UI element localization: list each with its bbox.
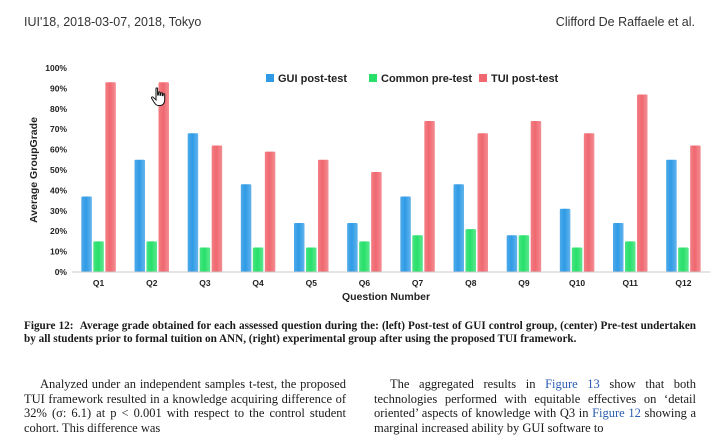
y-tick-label: 100% — [45, 63, 67, 73]
x-tick-label: Q2 — [146, 278, 158, 288]
legend-label: GUI post-test — [278, 73, 347, 85]
x-tick-label: Q7 — [412, 278, 424, 288]
body-column-right: The aggregated results in Figure 13 show… — [374, 377, 696, 435]
bar-gui-post-test-q2 — [134, 159, 145, 272]
bar-gui-post-test-q12 — [666, 159, 677, 272]
figure-caption: Figure 12: Average grade obtained for ea… — [24, 320, 696, 346]
bar-gui-post-test-q3 — [187, 133, 199, 272]
x-tick-label: Q3 — [199, 278, 211, 288]
x-tick-label: Q10 — [569, 278, 585, 288]
x-tick-label: Q6 — [359, 278, 371, 288]
bar-tui-post-test-q10 — [583, 133, 595, 272]
x-tick-labels: Q1 Q2 Q3 Q4 Q5 Q6 Q7 Q8 Q9 Q10 Q11 Q12 — [93, 278, 692, 288]
chart-legend: GUI post-test Common pre-test TUI post-tes… — [266, 73, 559, 85]
y-tick-label: 10% — [50, 247, 67, 257]
figure-12-link[interactable]: Figure 12 — [592, 406, 641, 421]
bar-gui-post-test-q8 — [453, 184, 464, 272]
bar-tui-post-test-q12 — [690, 145, 701, 272]
bar-chart-svg: Average GroupGrade 0% 10% 20% 30% 40% 50% 60% 7… — [28, 63, 710, 303]
y-tick-label: 20% — [50, 226, 67, 236]
bar-gui-post-test-q7 — [400, 196, 411, 272]
legend-swatch — [369, 74, 377, 82]
bar-common-pre-test-q9 — [518, 235, 530, 272]
y-tick-label: 60% — [50, 145, 67, 155]
running-header-left: IUI'18, 2018-03-07, 2018, Tokyo — [24, 15, 202, 29]
bar-chart: Average GroupGrade 0% 10% 20% 30% 40% 50% 60% 7… — [20, 58, 710, 308]
bar-common-pre-test-q7 — [412, 235, 423, 272]
x-tick-label: Q12 — [675, 278, 691, 288]
bar-tui-post-test-q2 — [158, 82, 169, 272]
bar-tui-post-test-q7 — [424, 121, 435, 272]
bar-tui-post-test-q1 — [105, 82, 116, 272]
bar-common-pre-test-q5 — [306, 247, 317, 272]
bar-tui-post-test-q8 — [477, 133, 488, 272]
bar-common-pre-test-q1 — [93, 241, 104, 272]
bar-common-pre-test-q11 — [625, 241, 636, 272]
bar-tui-post-test-q6 — [371, 172, 382, 272]
bar-common-pre-test-q12 — [678, 247, 689, 272]
caption-text: Average grade obtained for each assessed… — [24, 320, 697, 346]
y-axis-title: Average GroupGrade — [28, 117, 40, 223]
y-tick-label: 50% — [50, 165, 67, 175]
caption-label: Figure 12: — [24, 320, 74, 332]
bar-gui-post-test-q6 — [347, 223, 358, 272]
y-tick-label: 80% — [50, 104, 67, 114]
bar-tui-post-test-q9 — [530, 121, 542, 272]
bar-gui-post-test-q1 — [81, 196, 92, 272]
x-tick-label: Q9 — [518, 278, 530, 288]
x-tick-label: Q5 — [306, 278, 318, 288]
bar-gui-post-test-q11 — [613, 223, 624, 272]
bar-gui-post-test-q4 — [240, 184, 252, 272]
hand-pointer-icon — [150, 87, 166, 106]
body-column-left: Analyzed under an independent samples t-… — [24, 377, 346, 435]
body-text-segment: The aggregated results in — [390, 377, 546, 391]
y-tick-label: 40% — [50, 185, 67, 195]
y-tick-label: 30% — [50, 206, 67, 216]
legend-label: Common pre-test — [381, 73, 472, 85]
bar-tui-post-test-q4 — [264, 151, 276, 272]
x-tick-label: Q4 — [252, 278, 264, 288]
x-tick-label: Q8 — [465, 278, 477, 288]
y-tick-labels: 0% 10% 20% 30% 40% 50% 60% 70% 80% 90% 100% — [45, 63, 67, 277]
bar-common-pre-test-q4 — [252, 247, 264, 272]
bar-tui-post-test-q5 — [318, 159, 329, 272]
bar-tui-post-test-q11 — [637, 94, 648, 272]
body-text-segment: show that both technologies performed wi… — [374, 377, 696, 421]
running-header-right: Clifford De Raffaele et al. — [555, 15, 695, 29]
y-tick-label: 0% — [55, 267, 68, 277]
bar-gui-post-test-q10 — [559, 208, 571, 272]
bars-group — [81, 82, 701, 272]
y-tick-label: 90% — [50, 83, 67, 93]
x-axis-title: Question Number — [342, 291, 430, 303]
bar-common-pre-test-q2 — [146, 241, 157, 272]
y-axis-title-group: Average GroupGrade — [28, 117, 40, 223]
x-tick-label: Q11 — [622, 278, 638, 288]
bar-gui-post-test-q5 — [294, 223, 305, 272]
body-text-segment: showing a marginal increased ability by … — [374, 406, 696, 435]
bar-common-pre-test-q8 — [465, 229, 476, 272]
bar-gui-post-test-q9 — [506, 235, 518, 272]
bar-common-pre-test-q6 — [359, 241, 370, 272]
figure-13-link[interactable]: Figure 13 — [545, 377, 600, 391]
legend-label: TUI post-test — [491, 73, 559, 85]
bar-common-pre-test-q3 — [199, 247, 211, 272]
legend-swatch — [266, 74, 274, 82]
x-tick-label: Q1 — [93, 278, 105, 288]
legend-swatch — [479, 74, 487, 82]
y-tick-label: 70% — [50, 124, 67, 134]
bar-common-pre-test-q10 — [571, 247, 583, 272]
bar-tui-post-test-q3 — [211, 145, 223, 272]
